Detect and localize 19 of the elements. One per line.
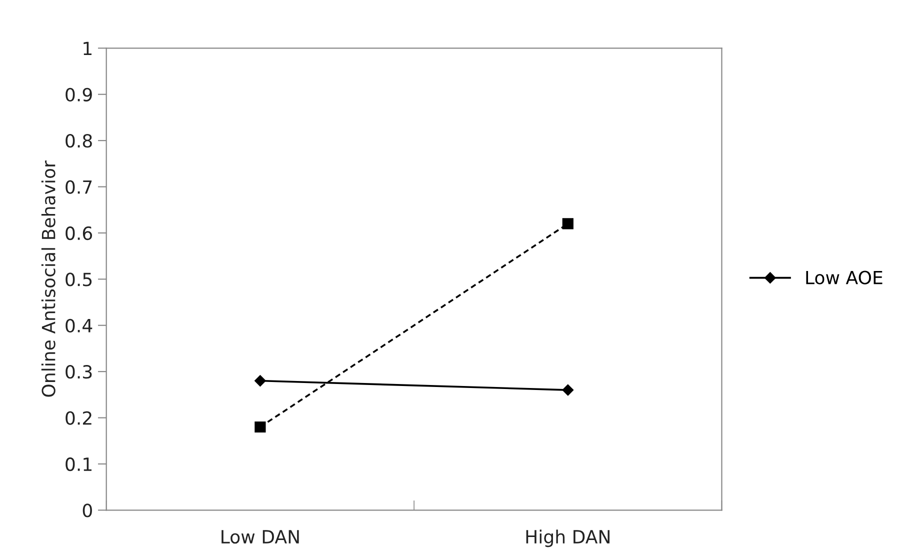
y-tick-label: 0.9 bbox=[66, 88, 92, 102]
y-tick-label: 0 bbox=[82, 504, 92, 518]
y-tick-label: 1 bbox=[84, 42, 92, 56]
point bbox=[562, 218, 574, 230]
legend-label: Low AOE bbox=[806, 270, 882, 284]
x-tick-label: Low DAN bbox=[222, 530, 299, 544]
y-tick-label: 0.1 bbox=[66, 457, 92, 472]
y-tick-label: 0.6 bbox=[66, 226, 92, 240]
y-axis-title: Online Antisocial Behavior bbox=[41, 160, 56, 397]
y-tick-label: 0.8 bbox=[66, 134, 92, 148]
x-tick-label: High DAN bbox=[526, 530, 610, 548]
y-tick-label: 0.3 bbox=[66, 365, 92, 379]
y-tick-label: 0.2 bbox=[66, 411, 92, 425]
point bbox=[562, 384, 574, 396]
point bbox=[254, 421, 266, 433]
y-tick-label: 0.4 bbox=[66, 318, 92, 332]
point bbox=[254, 375, 266, 386]
y-tick-label: 0.7 bbox=[66, 180, 92, 194]
y-tick-label: 0.5 bbox=[66, 272, 92, 286]
